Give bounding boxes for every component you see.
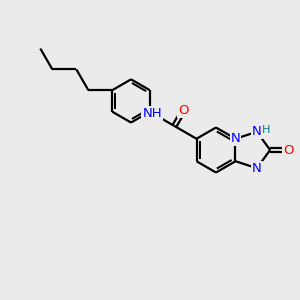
Text: N: N	[252, 162, 262, 175]
Text: H: H	[262, 125, 271, 135]
Text: N: N	[252, 125, 262, 138]
Text: NH: NH	[142, 107, 162, 120]
Text: N: N	[231, 132, 240, 145]
Text: O: O	[283, 143, 293, 157]
Text: O: O	[178, 104, 189, 117]
